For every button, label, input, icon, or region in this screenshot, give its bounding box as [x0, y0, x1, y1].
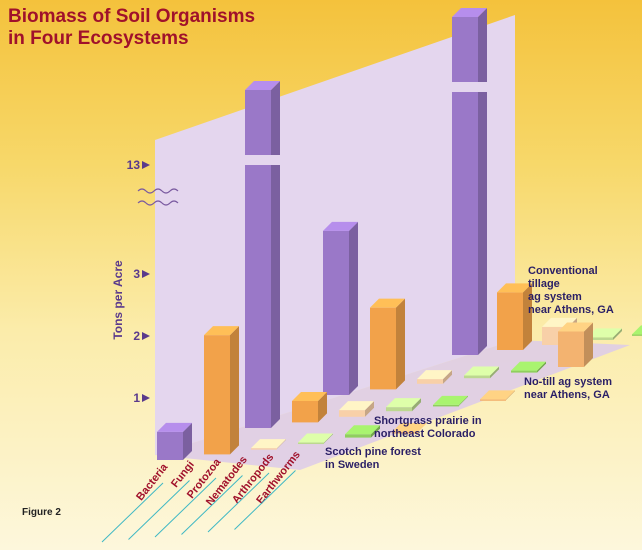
category-guide-1 — [128, 480, 190, 540]
series-label-2-line-1: near Athens, GA — [524, 389, 610, 401]
y-axis-label: Tons per Acre — [111, 260, 125, 340]
category-guide-5 — [234, 470, 296, 530]
series-label-0-line-0: Scotch pine forest — [325, 446, 421, 458]
bar-1-5 — [480, 390, 515, 401]
bar-3-3 — [587, 328, 622, 340]
y-tick-arrow-3 — [142, 270, 150, 278]
bar-1-1 — [292, 391, 327, 423]
series-label-2: No-till ag system near Athens, GA — [524, 376, 612, 401]
bar-1-4 — [433, 395, 468, 407]
title-line-2: in Four Ecosystems — [8, 28, 189, 49]
bar-0-2 — [251, 439, 286, 450]
axis-break-1 — [137, 200, 179, 206]
bar-2-0 — [323, 221, 358, 395]
bar-2-1 — [370, 298, 405, 390]
category-guide-2 — [154, 477, 217, 538]
series-label-1: Shortgrass prairie in northeast Colorado — [374, 415, 482, 440]
series-label-1-line-0: Shortgrass prairie in — [374, 415, 482, 427]
y-tick-arrow-1 — [142, 394, 150, 402]
series-label-0: Scotch pine forest in Sweden — [325, 446, 421, 471]
y-tick-2: 2 — [133, 329, 140, 343]
bar-0-5 — [392, 423, 427, 434]
bar-3-0 — [452, 8, 487, 355]
bar-break-3-0 — [450, 82, 489, 92]
bar-2-2 — [417, 370, 452, 384]
y-tick-1: 1 — [133, 391, 140, 405]
category-guide-3 — [181, 475, 243, 535]
bar-0-3 — [298, 433, 333, 445]
series-label-2-line-0: No-till ag system — [524, 376, 612, 388]
bar-1-0 — [245, 81, 280, 428]
bar-0-4 — [345, 425, 380, 438]
series-label-0-line-1: in Sweden — [325, 459, 380, 471]
bar-3-4 — [632, 325, 642, 336]
series-label-1-line-1: northeast Colorado — [374, 428, 476, 440]
title-line-1: Biomass of Soil Organisms — [8, 6, 256, 27]
chart-title: Biomass of Soil Organisms in Four Ecosys… — [8, 6, 255, 50]
axis-break-0 — [137, 188, 179, 194]
bar-break-1-0 — [243, 155, 282, 165]
bar-2-5 — [558, 322, 593, 367]
series-label-3-line-1: tillage — [528, 278, 560, 290]
y-tick-arrow-2 — [142, 332, 150, 340]
bar-0-1 — [204, 326, 239, 455]
bar-0-0 — [157, 422, 192, 460]
bar-2-3 — [464, 366, 499, 379]
category-guide-0 — [101, 482, 164, 543]
category-label-0: Bacteria — [134, 461, 171, 503]
bar-1-3 — [386, 398, 421, 412]
bar-2-4 — [511, 361, 546, 373]
series-label-3-line-0: Conventional — [528, 265, 598, 277]
bar-1-2 — [339, 401, 374, 417]
figure-label: Figure 2 — [22, 507, 61, 518]
y-tick-3: 3 — [133, 267, 140, 281]
series-label-3-line-2: ag system — [528, 291, 582, 303]
series-label-3: Conventional tillage ag system near Athens,… — [528, 265, 614, 316]
series-label-3-line-3: near Athens, GA — [528, 304, 614, 316]
y-tick-arrow-13 — [142, 161, 150, 169]
bar-3-1 — [497, 283, 532, 350]
y-tick-13: 13 — [127, 158, 141, 172]
category-guide-4 — [207, 472, 270, 533]
